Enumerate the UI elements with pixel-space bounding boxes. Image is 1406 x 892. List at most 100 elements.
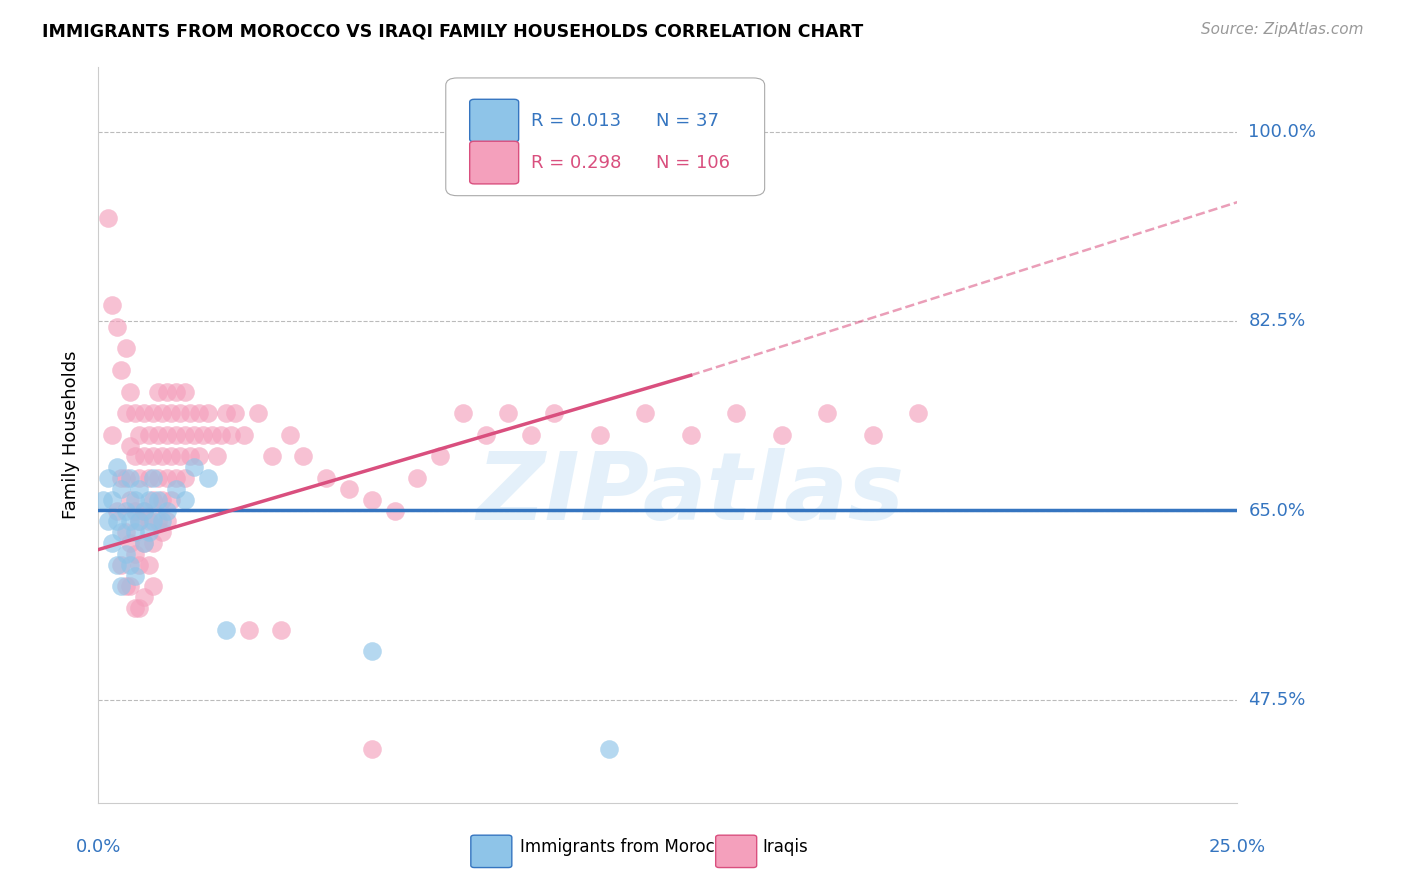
Point (120, 384, 142, 399)
Text: R = 0.298: R = 0.298 (531, 153, 621, 171)
Point (725, 406, 748, 420)
Point (110, 558, 132, 572)
Point (183, 428, 205, 442)
Point (128, 482, 150, 496)
Point (770, 428, 793, 442)
Point (120, 492, 142, 507)
Point (120, 515, 142, 529)
Point (183, 460, 205, 475)
Point (165, 482, 187, 496)
Point (360, 644, 382, 658)
Point (520, 428, 543, 442)
Point (160, 450, 183, 464)
Text: Immigrants from Morocco: Immigrants from Morocco (520, 838, 734, 856)
Point (156, 503, 179, 517)
Point (278, 428, 301, 442)
Point (128, 428, 150, 442)
Point (120, 536, 142, 550)
Point (128, 515, 150, 529)
Point (815, 406, 838, 420)
Point (146, 428, 169, 442)
FancyBboxPatch shape (470, 99, 519, 142)
Point (124, 492, 146, 507)
Point (138, 471, 160, 485)
Point (128, 515, 150, 529)
Point (105, 460, 128, 475)
Point (110, 363, 132, 377)
Point (105, 558, 128, 572)
Point (174, 492, 197, 507)
Point (124, 601, 146, 615)
Point (120, 579, 142, 593)
Point (156, 515, 179, 529)
Point (96, 515, 118, 529)
Point (197, 471, 219, 485)
Point (474, 428, 496, 442)
Point (101, 428, 124, 442)
Text: 0.0%: 0.0% (76, 838, 121, 855)
Text: 100.0%: 100.0% (1249, 123, 1316, 141)
Point (101, 536, 124, 550)
Point (156, 428, 179, 442)
Point (146, 471, 169, 485)
Point (132, 503, 155, 517)
Point (142, 492, 165, 507)
Point (101, 298, 124, 312)
Point (292, 450, 315, 464)
Point (197, 406, 219, 420)
Point (150, 406, 173, 420)
Point (114, 547, 136, 561)
Point (150, 450, 173, 464)
Point (193, 428, 215, 442)
Point (110, 525, 132, 540)
FancyBboxPatch shape (446, 78, 765, 195)
Point (315, 471, 337, 485)
Point (114, 341, 136, 355)
Point (150, 525, 173, 540)
Point (270, 623, 292, 637)
Point (219, 428, 242, 442)
Point (679, 428, 702, 442)
Text: N = 106: N = 106 (657, 153, 731, 171)
Point (146, 384, 169, 399)
Point (165, 471, 187, 485)
Point (132, 503, 155, 517)
Point (201, 428, 224, 442)
Point (384, 503, 406, 517)
Point (224, 406, 246, 420)
Point (114, 406, 136, 420)
Point (124, 568, 146, 582)
Text: Iraqis: Iraqis (762, 838, 808, 856)
FancyBboxPatch shape (716, 835, 756, 868)
Point (238, 623, 260, 637)
Point (132, 406, 155, 420)
Point (114, 579, 136, 593)
Point (160, 406, 183, 420)
Point (96, 471, 118, 485)
Point (179, 450, 201, 464)
Point (124, 547, 146, 561)
Point (187, 450, 209, 464)
Text: ZIPatlas: ZIPatlas (477, 448, 904, 540)
Point (128, 558, 150, 572)
Point (105, 319, 128, 334)
Point (150, 515, 173, 529)
Point (907, 406, 929, 420)
Point (179, 406, 201, 420)
Text: N = 37: N = 37 (657, 112, 720, 129)
Point (142, 471, 165, 485)
Point (498, 406, 520, 420)
Text: 47.5%: 47.5% (1249, 691, 1306, 709)
Point (156, 384, 179, 399)
Point (360, 492, 382, 507)
Point (165, 428, 187, 442)
Point (174, 471, 197, 485)
Point (142, 406, 165, 420)
Point (174, 384, 197, 399)
Point (114, 503, 136, 517)
Point (165, 384, 187, 399)
Point (169, 406, 191, 420)
Point (451, 406, 474, 420)
Point (209, 428, 232, 442)
Point (105, 503, 128, 517)
